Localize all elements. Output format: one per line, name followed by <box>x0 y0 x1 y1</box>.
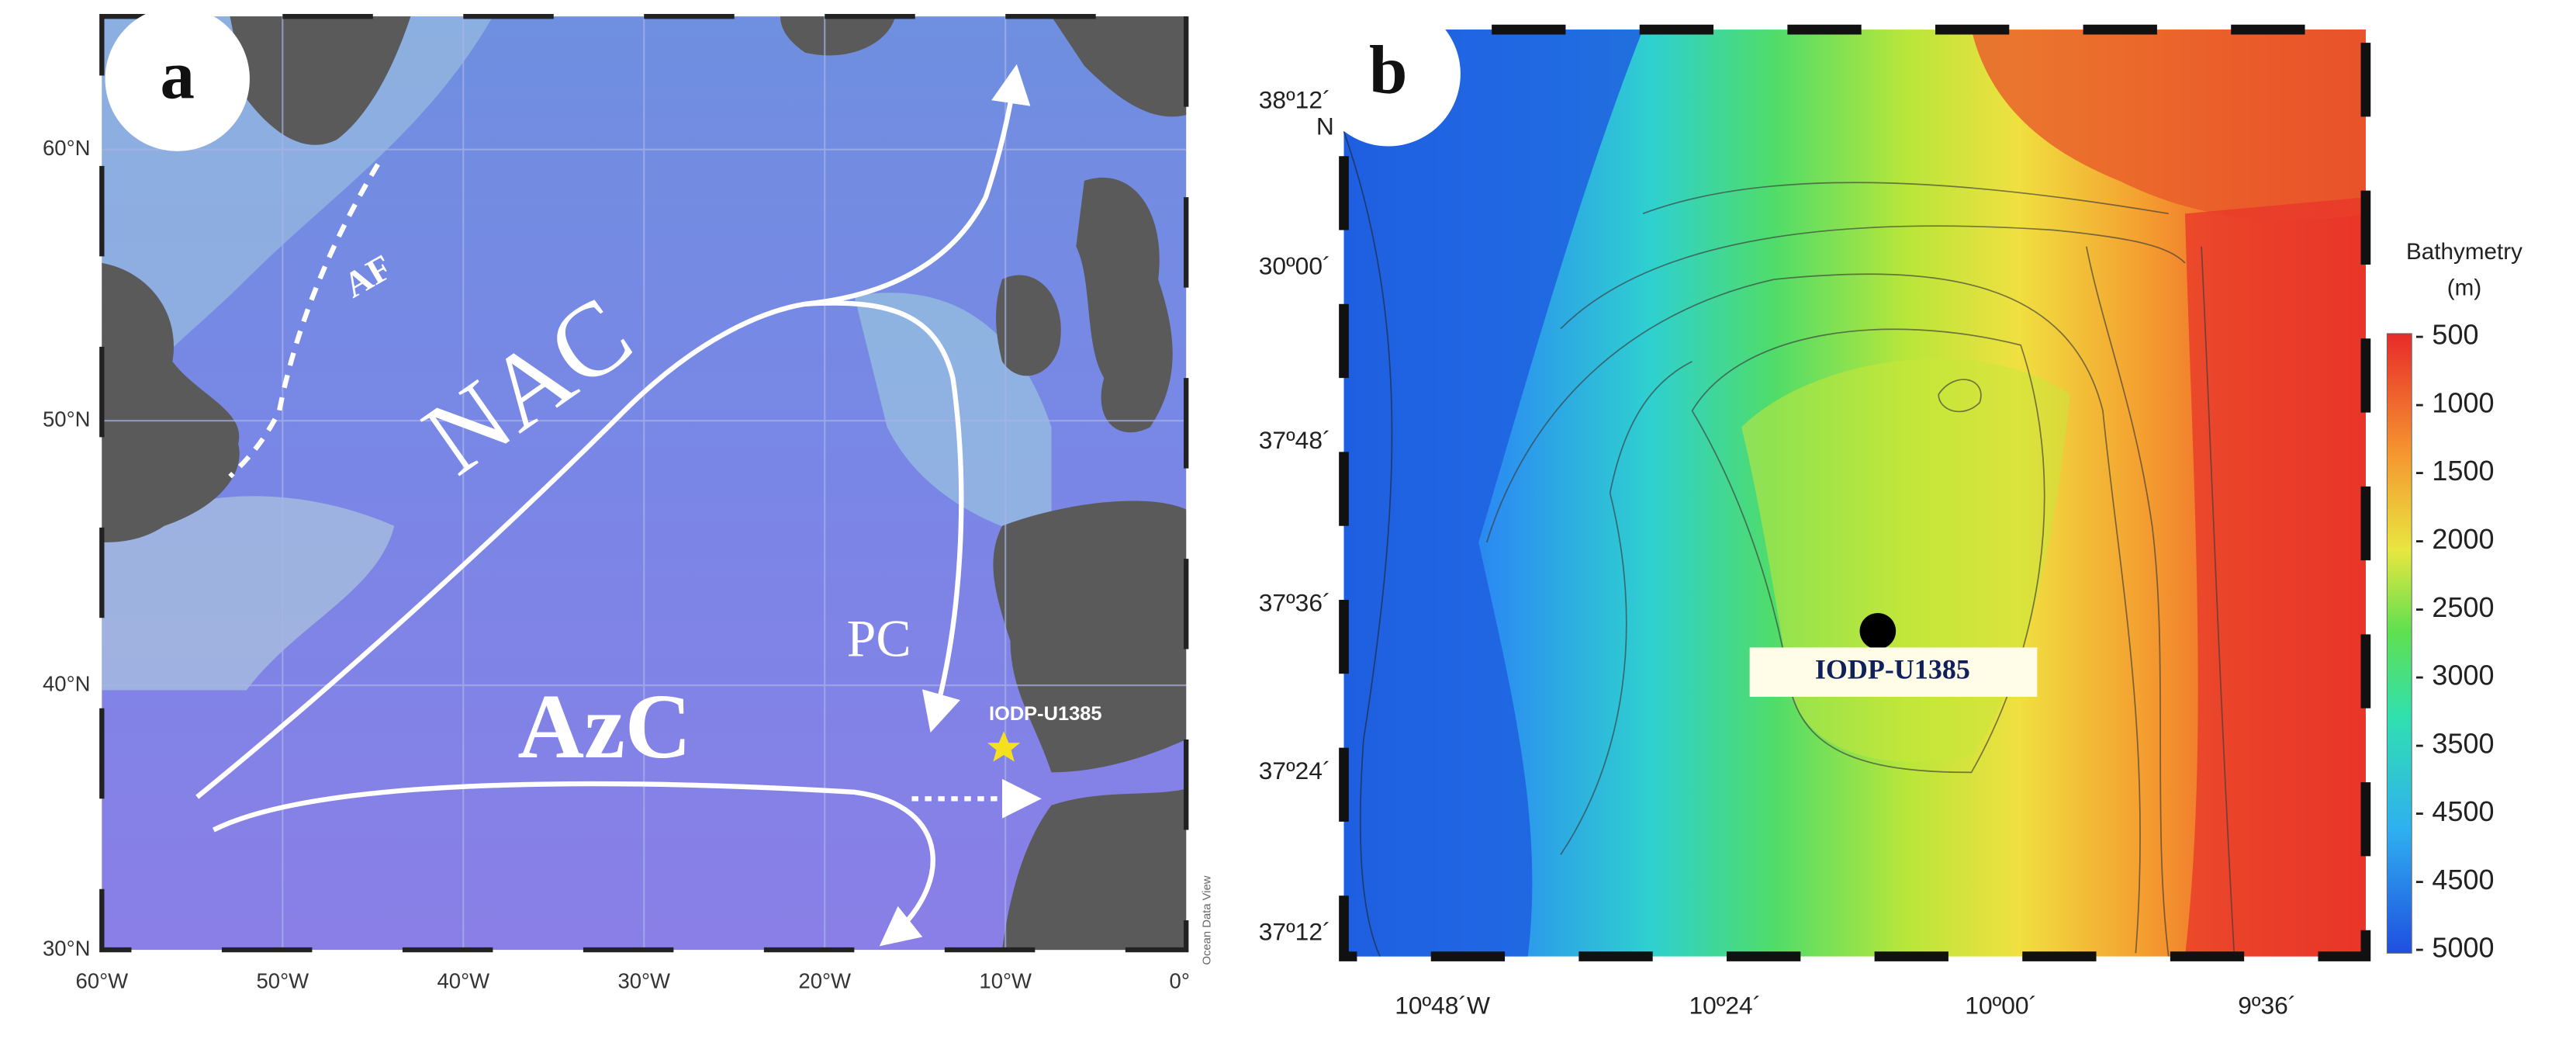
currents <box>195 64 1042 947</box>
lon-label: 40°W <box>437 969 489 993</box>
credit: Ocean Data View <box>1202 875 1214 965</box>
lon-label: 0° <box>1170 969 1190 993</box>
land-iceland <box>780 16 896 56</box>
lon-label: 10°W <box>979 969 1032 993</box>
af-arrow <box>228 163 380 479</box>
lat-label: 30º00´ <box>1259 252 1331 280</box>
colorbar-tick-label: - 2000 <box>2415 523 2494 555</box>
site-star <box>987 731 1021 762</box>
land-greenland <box>230 16 411 145</box>
azc-arrow <box>212 781 935 947</box>
shelf <box>1971 29 2366 220</box>
frame <box>99 14 1189 953</box>
site-marker <box>1859 612 1897 649</box>
site-label: IODP-U1385 <box>1815 653 1970 684</box>
land-labrador <box>102 262 240 542</box>
land-europe <box>1051 16 1187 117</box>
lon-label: 10º00´ <box>1965 992 2037 1020</box>
lat-label: 37º36´ <box>1259 589 1331 617</box>
lon-label: 60°W <box>76 969 129 993</box>
lat-label: 40°N <box>43 671 90 695</box>
land-ireland <box>996 275 1061 376</box>
abyssal-plain <box>1343 29 1643 957</box>
lat-label: 37º48´ <box>1259 426 1331 454</box>
panel-label: b <box>1369 33 1407 109</box>
lon-label: 20°W <box>798 969 851 993</box>
colorbar-ticks: - 500 - 1000 - 1500 - 2000 - 2500 - 3000 - 350… <box>2415 319 2494 964</box>
land-iberia <box>993 500 1187 773</box>
lon-label: 9º36´ <box>2238 992 2296 1020</box>
land-africa <box>1001 788 1187 951</box>
colorbar-tick-label: - 4500 <box>2415 795 2494 827</box>
lat-label: 60°N <box>43 136 90 160</box>
shelf <box>102 496 395 691</box>
nac-path <box>195 301 806 799</box>
colorbar-tick-label: - 2500 <box>2415 591 2494 623</box>
site-box <box>1749 647 2038 697</box>
colorbar-tick-label: - 1000 <box>2415 386 2494 418</box>
annotation: AzC <box>517 675 691 778</box>
colorbar-title: Bathymetry <box>2406 239 2522 265</box>
slope <box>2184 197 2366 957</box>
panel-label: a <box>161 37 195 113</box>
colorbar-tick-label: - 1500 <box>2415 455 2494 487</box>
graticule <box>102 16 1187 951</box>
colorbar-tick-label: - 5000 <box>2415 932 2494 964</box>
lat-label: 38º12´ <box>1259 86 1331 114</box>
panel-badge <box>105 6 250 151</box>
lon-label: 50°W <box>256 969 309 993</box>
lon-label: 10º48´W <box>1395 992 1490 1020</box>
colorbar-tick-label: - 3000 <box>2415 660 2494 691</box>
colorbar <box>2386 333 2412 954</box>
frame <box>1339 24 2371 961</box>
land-britain <box>1076 177 1173 433</box>
colorbar-unit: (m) <box>2447 275 2481 301</box>
panel-a: AF NAC PC AzC IODP-U1385 Ocean Data View… <box>43 6 1214 993</box>
panel-badge <box>1316 2 1461 147</box>
lat-label: 37º12´ <box>1259 917 1331 945</box>
contours <box>1485 182 2235 957</box>
lon-label: 10º24´ <box>1689 992 1761 1020</box>
lat-suffix: N <box>1316 113 1334 140</box>
lon-label: 30°W <box>617 969 670 993</box>
colorbar-tick-label: - 4500 <box>2415 864 2494 895</box>
lat-label: 30°N <box>43 936 90 960</box>
pc-arrow <box>804 300 964 733</box>
contour <box>1343 131 1393 957</box>
lat-label: 37º24´ <box>1259 757 1331 784</box>
colorbar-tick-label: - 500 <box>2415 319 2478 351</box>
nac-arrow <box>804 64 1031 307</box>
colorbar-tick-label: - 3500 <box>2415 727 2494 759</box>
annotation: PC <box>847 610 911 668</box>
panel-b: IODP-U1385 b 38º12´ N 30º00´ 37º48´ 37º3… <box>1259 2 2522 1020</box>
site-label: IODP-U1385 <box>989 703 1101 725</box>
lat-label: 50°N <box>43 407 90 431</box>
